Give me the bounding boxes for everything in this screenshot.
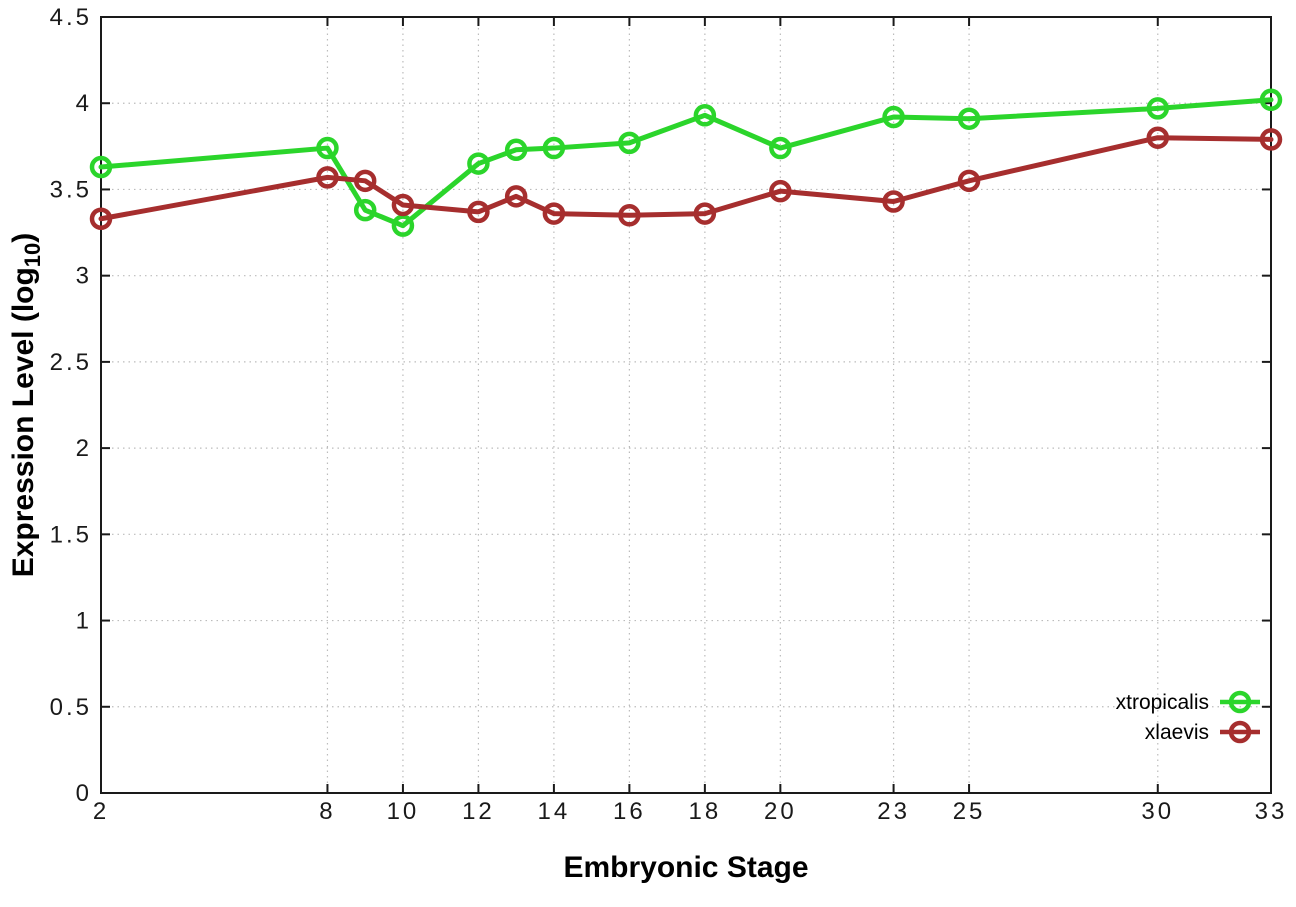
- legend-label-xtropicalis: xtropicalis: [1116, 691, 1209, 714]
- x-tick-label: 12: [462, 798, 495, 825]
- series-xlaevis-point: [1259, 128, 1283, 151]
- series-xtropicalis-point: [467, 152, 490, 175]
- legend-marker-icon-xlaevis: [1228, 720, 1252, 744]
- x-tick-label: 25: [953, 798, 986, 825]
- series-xlaevis-point: [1146, 126, 1170, 149]
- series-xtropicalis-point: [1146, 97, 1170, 120]
- series-xlaevis-point: [316, 166, 339, 189]
- legend-entry-xtropicalis: xtropicalis: [1116, 690, 1260, 714]
- y-tick-label: 3.5: [50, 176, 92, 203]
- series-xlaevis-point: [693, 202, 717, 225]
- series-xtropicalis-point: [391, 214, 415, 237]
- series-xtropicalis-line: [98, 97, 1274, 229]
- tick-layer: [100, 16, 1272, 794]
- y-tick-label: 2: [76, 435, 92, 462]
- series-layer: [89, 88, 1283, 237]
- tick-label-layer: 2 8 10 12 14 16 18 20 23 25 30 33 0 0.5 1 1.5 2 2.5 3 3.5 4 4…: [50, 4, 1288, 825]
- y-tick-label: 2.5: [50, 349, 92, 376]
- legend-label-xlaevis: xlaevis: [1145, 721, 1209, 744]
- plot-border: [100, 16, 1272, 794]
- series-xtropicalis-point: [693, 104, 717, 127]
- x-tick-label: 33: [1255, 798, 1288, 825]
- y-tick-label: 1: [76, 608, 92, 635]
- series-xlaevis-point: [957, 169, 981, 193]
- series-xtropicalis-point: [1259, 88, 1283, 112]
- series-xtropicalis-point: [957, 107, 981, 130]
- series-xlaevis-point: [467, 200, 490, 224]
- series-xtropicalis-point: [353, 198, 377, 222]
- series-xtropicalis-point: [618, 131, 641, 155]
- y-tick-label: 1.5: [50, 521, 92, 548]
- y-axis-title-suffix: ): [7, 233, 40, 243]
- x-tick-label: 14: [538, 798, 571, 825]
- y-axis-title: Expression Level (log10): [7, 233, 45, 578]
- x-tick-label: 18: [689, 798, 722, 825]
- y-tick-label: 4: [76, 90, 92, 117]
- series-xlaevis-point: [353, 169, 377, 193]
- x-tick-label: 20: [764, 798, 797, 825]
- x-axis-title: Embryonic Stage: [563, 851, 808, 884]
- x-tick-label: 16: [613, 798, 646, 825]
- legend-entry-xlaevis: xlaevis: [1145, 720, 1260, 744]
- series-xlaevis-point: [89, 207, 113, 231]
- series-xlaevis-point: [504, 185, 528, 208]
- series-xlaevis-point: [542, 202, 566, 225]
- x-tick-label: 2: [93, 798, 109, 825]
- series-xtropicalis-point: [882, 105, 905, 129]
- series-xtropicalis-point: [316, 136, 339, 160]
- series-xlaevis-point: [882, 190, 905, 213]
- series-xtropicalis-point: [89, 155, 113, 179]
- series-xlaevis-point: [391, 193, 415, 217]
- series-xlaevis-point: [618, 204, 641, 227]
- x-tick-label: 10: [387, 798, 420, 825]
- x-tick-label: 30: [1141, 798, 1174, 825]
- y-axis-title-prefix: Expression Level (log: [7, 267, 40, 577]
- x-tick-label: 23: [877, 798, 910, 825]
- legend: xtropicalis xlaevis: [1116, 690, 1260, 744]
- series-xtropicalis-point: [542, 136, 566, 160]
- x-tick-label: 8: [319, 798, 335, 825]
- y-tick-label: 4.5: [50, 4, 92, 31]
- y-axis-title-subscript: 10: [20, 243, 45, 267]
- y-tick-label: 3: [76, 263, 92, 290]
- y-tick-label: 0.5: [50, 694, 92, 721]
- series-xtropicalis-point: [769, 136, 792, 160]
- series-xlaevis-point: [769, 179, 792, 203]
- series-xtropicalis-point: [504, 138, 528, 162]
- grid-layer: [100, 16, 1272, 794]
- y-tick-label: 0: [76, 780, 92, 807]
- legend-marker-icon-xtropicalis: [1228, 690, 1252, 714]
